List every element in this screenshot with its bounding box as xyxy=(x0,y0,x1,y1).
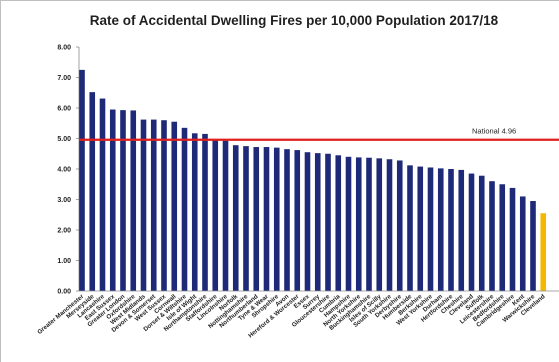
bar-west-yorkshire xyxy=(427,167,434,291)
bar-kent xyxy=(519,196,526,291)
bar-berkshire xyxy=(417,166,424,291)
bar-cambridgeshire xyxy=(509,187,516,291)
bar-hampshire xyxy=(345,156,352,291)
bar-humberside xyxy=(407,165,413,291)
bar-cleveland xyxy=(468,173,475,291)
bar-dorset-wiltshire xyxy=(181,127,188,291)
y-tick-label: 5.00 xyxy=(57,136,71,143)
y-axis: 0.00 1.00 2.00 3.00 4.00 5.00 6.00 7.00 8.00 xyxy=(57,45,80,296)
bar-lancashire xyxy=(99,98,106,291)
bar-lincolnshire xyxy=(222,140,229,291)
bar-oxfordshire xyxy=(130,110,137,291)
bar-isles-of-scilly xyxy=(376,158,383,291)
bar-buckinghamshire xyxy=(366,157,372,291)
y-tick-label: 2.00 xyxy=(57,228,71,235)
bar-west-sussex xyxy=(161,120,167,291)
bar-durham xyxy=(437,168,444,291)
bar-northamptonshire xyxy=(202,133,208,291)
bar-hertfordshire xyxy=(448,169,454,291)
bar-nottinghamshire xyxy=(243,146,249,292)
bar-northumberland xyxy=(253,147,260,291)
bar-south-yorkshire xyxy=(386,159,393,291)
reference-line-group: National 4.96 xyxy=(79,127,559,141)
y-tick-label: 3.00 xyxy=(57,197,71,204)
bar-hereford-worcester xyxy=(294,150,301,291)
bar-gloucestershire xyxy=(325,153,331,291)
bar-east-sussex xyxy=(109,109,116,291)
y-tick-label: 4.00 xyxy=(57,167,71,174)
bar-isle-of-wight xyxy=(191,133,198,291)
chart-title: Rate of Accidental Dwelling Fires per 10… xyxy=(90,13,499,28)
bar-west-midlands xyxy=(140,119,147,291)
bar-cumbria xyxy=(335,155,342,291)
bar-tyne-wear xyxy=(263,147,270,291)
y-tick-label: 6.00 xyxy=(57,106,71,113)
bar-essex xyxy=(304,152,311,291)
bar-suffolk xyxy=(478,175,485,291)
bar-devon-somerset xyxy=(150,119,157,291)
bar-cheshire xyxy=(458,169,465,291)
bar-leicestershire xyxy=(489,181,495,291)
bar-avon xyxy=(284,149,290,291)
y-tick-label: 1.00 xyxy=(57,258,71,265)
y-tick-label: 8.00 xyxy=(57,45,71,52)
bar-greater-manchester xyxy=(79,69,85,292)
bar-north-yorkshire xyxy=(355,157,362,291)
national-average-label: National 4.96 xyxy=(472,127,516,136)
bars-group xyxy=(79,69,547,292)
bar-shropshire xyxy=(273,147,280,291)
bar-norfolk xyxy=(232,145,239,291)
bar-cornwall xyxy=(171,121,178,291)
y-tick-label: 0.00 xyxy=(57,289,71,296)
bar-derbyshire xyxy=(396,160,403,291)
bar-staffordshire xyxy=(212,140,219,291)
bar-surrey xyxy=(314,153,321,291)
bar-merseyside xyxy=(89,92,96,291)
bar-greater-london xyxy=(120,110,126,291)
bar-cleveland xyxy=(540,213,547,291)
bar-warwickshire xyxy=(530,201,536,291)
y-tick-label: 7.00 xyxy=(57,75,71,82)
bar-bedfordshire xyxy=(499,184,506,291)
